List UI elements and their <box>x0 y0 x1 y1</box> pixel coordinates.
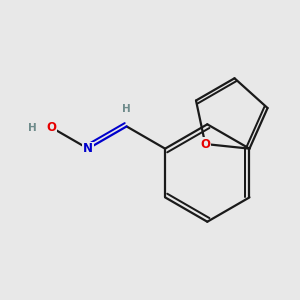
Text: H: H <box>28 122 37 133</box>
Text: O: O <box>46 121 56 134</box>
Text: H: H <box>122 104 131 115</box>
Text: O: O <box>200 137 210 151</box>
Text: N: N <box>83 142 93 155</box>
